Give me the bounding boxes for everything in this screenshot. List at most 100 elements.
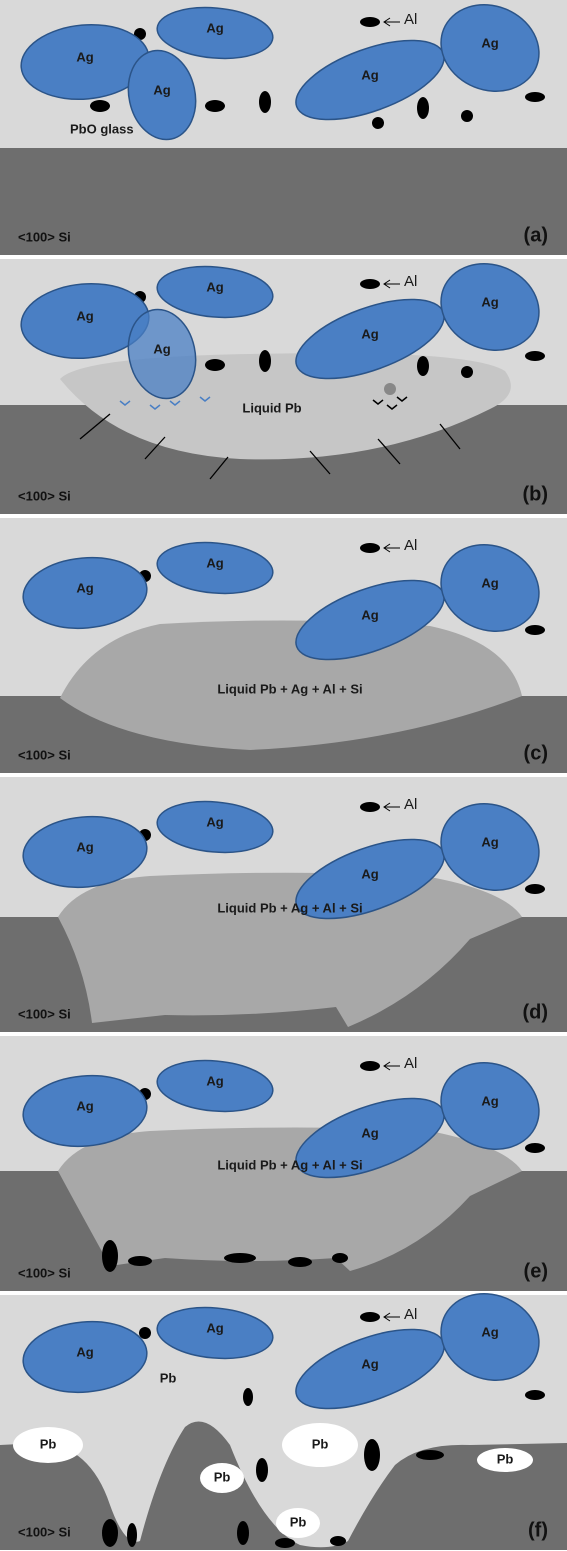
al-particle — [224, 1253, 256, 1263]
panel-tag: (d) — [522, 1001, 548, 1023]
al-particle — [525, 625, 545, 635]
panel-tag: (c) — [524, 742, 548, 764]
substrate-label: <100> Si — [18, 229, 71, 244]
panel: Al Ag Ag Ag Ag Ag PbO glass <100> Si (a) — [0, 0, 567, 255]
region-label: Pb — [40, 1436, 57, 1451]
al-particle — [417, 356, 429, 376]
al-label: Al — [404, 1306, 417, 1323]
ag-label: Ag — [481, 575, 498, 590]
al-particle — [102, 1519, 118, 1547]
ag-label: Ag — [76, 580, 93, 595]
al-particle — [205, 100, 225, 112]
panel: Al Ag Ag Ag Ag Ag Liquid Pb <100> Si (b) — [0, 249, 567, 514]
al-particle — [360, 802, 380, 812]
ag-label: Ag — [481, 35, 498, 50]
al-particle — [330, 1536, 346, 1546]
region-label: Liquid Pb + Ag + Al + Si — [217, 1157, 362, 1172]
region-label: Pb — [312, 1436, 329, 1451]
ag-label: Ag — [206, 279, 223, 294]
al-particle — [243, 1388, 253, 1406]
ag-label: Ag — [361, 67, 378, 82]
substrate-label: <100> Si — [18, 747, 71, 762]
panel: Al Ag Ag Ag Ag Liquid Pb + Ag + Al + Si <100> … — [0, 1036, 567, 1291]
substrate-label: <100> Si — [18, 488, 71, 503]
ag-label: Ag — [76, 839, 93, 854]
ag-label: Ag — [361, 326, 378, 341]
ag-label: Ag — [153, 341, 170, 356]
ag-label: Ag — [481, 834, 498, 849]
panel: Al Ag Ag Ag Ag Liquid Pb + Ag + Al + Si <100> … — [0, 777, 567, 1032]
al-particle — [360, 1061, 380, 1071]
ag-label: Ag — [361, 1356, 378, 1371]
ag-label: Ag — [206, 814, 223, 829]
panel-tag: (f) — [528, 1519, 548, 1541]
al-particle — [461, 110, 473, 122]
al-particle — [259, 350, 271, 372]
ag-label: Ag — [206, 1320, 223, 1335]
al-particle — [417, 97, 429, 119]
ag-label: Ag — [481, 1093, 498, 1108]
region-label: Pb — [497, 1451, 514, 1466]
ag-label: Ag — [361, 607, 378, 622]
al-particle — [360, 543, 380, 553]
panel: Al Ag Ag Ag Ag Pb Pb Pb Pb Pb Pb <100> Si (f) — [0, 1279, 567, 1550]
al-label: Al — [404, 537, 417, 554]
al-particle — [275, 1538, 295, 1548]
silicon-substrate — [0, 148, 567, 255]
al-particle — [525, 884, 545, 894]
ag-label: Ag — [76, 1344, 93, 1359]
al-particle — [259, 91, 271, 113]
ag-label: Ag — [361, 866, 378, 881]
al-particle — [288, 1257, 312, 1267]
ag-label: Ag — [481, 294, 498, 309]
al-particle — [360, 17, 380, 27]
region-label: Pb — [160, 1370, 177, 1385]
ag-label: Ag — [206, 1073, 223, 1088]
al-particle — [416, 1450, 444, 1460]
al-particle — [372, 117, 384, 129]
panel-tag: (b) — [522, 483, 548, 505]
substrate-label: <100> Si — [18, 1006, 71, 1021]
al-label: Al — [404, 273, 417, 290]
region-label: Pb — [214, 1469, 231, 1484]
region-label: Liquid Pb + Ag + Al + Si — [217, 900, 362, 915]
ag-label: Ag — [361, 1125, 378, 1140]
ag-label: Ag — [76, 308, 93, 323]
al-particle — [525, 92, 545, 102]
al-particle — [256, 1458, 268, 1482]
al-label: Al — [404, 796, 417, 813]
dissolving-al — [384, 383, 396, 395]
al-particle — [332, 1253, 348, 1263]
ag-label: Ag — [206, 20, 223, 35]
region-label: Liquid Pb — [242, 400, 301, 415]
ag-label: Ag — [76, 1098, 93, 1113]
region-label: Liquid Pb + Ag + Al + Si — [217, 681, 362, 696]
al-particle — [128, 1256, 152, 1266]
substrate-label: <100> Si — [18, 1524, 71, 1539]
al-particle — [461, 366, 473, 378]
ag-label: Ag — [206, 555, 223, 570]
al-particle — [90, 100, 110, 112]
al-particle — [237, 1521, 249, 1545]
figure: Al Ag Ag Ag Ag Ag PbO glass <100> Si (a) Al Ag Ag Ag… — [0, 0, 567, 1551]
region-label: Pb — [290, 1514, 307, 1529]
al-particle — [360, 1312, 380, 1322]
panel-tag: (e) — [524, 1260, 548, 1282]
panel-tag: (a) — [524, 224, 548, 246]
substrate-label: <100> Si — [18, 1265, 71, 1280]
region-label: PbO glass — [70, 121, 134, 136]
ag-label: Ag — [481, 1324, 498, 1339]
ag-label: Ag — [153, 82, 170, 97]
al-particle — [205, 359, 225, 371]
al-particle — [127, 1523, 137, 1547]
al-particle — [525, 1390, 545, 1400]
panel: Al Ag Ag Ag Ag Liquid Pb + Ag + Al + Si <100> … — [0, 518, 567, 773]
al-particle — [525, 351, 545, 361]
al-particle — [364, 1439, 380, 1471]
al-particle — [360, 279, 380, 289]
al-particle — [102, 1240, 118, 1272]
al-label: Al — [404, 11, 417, 28]
al-label: Al — [404, 1055, 417, 1072]
ag-label: Ag — [76, 49, 93, 64]
al-particle — [525, 1143, 545, 1153]
